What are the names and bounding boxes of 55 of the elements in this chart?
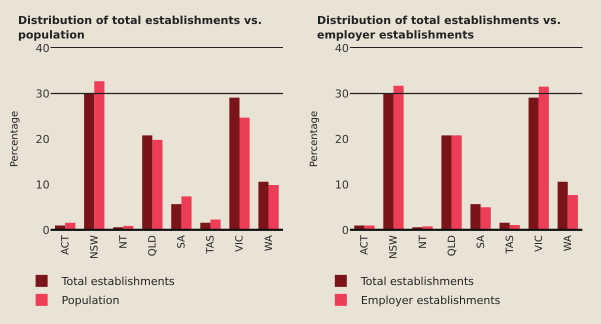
x-tick-label: QLD xyxy=(446,234,458,256)
bar xyxy=(568,194,578,230)
x-tick-label: ACT xyxy=(60,234,72,255)
bar xyxy=(558,182,568,230)
legend-label: Total establishments xyxy=(360,275,474,288)
x-tick-label: VIC xyxy=(234,235,246,252)
x-tick-label: WA xyxy=(264,234,275,252)
chart-title: Distribution of total establishments vs. population xyxy=(18,14,262,42)
bar xyxy=(268,184,279,230)
bar xyxy=(383,94,394,230)
bar xyxy=(480,207,491,230)
y-tick-label: 20 xyxy=(36,132,50,146)
y-tick-label: 0 xyxy=(342,224,349,237)
x-tick-label: ACT xyxy=(360,234,371,255)
x-tick-label: NT xyxy=(118,234,130,249)
x-tick-label: NT xyxy=(418,234,429,249)
bar xyxy=(181,196,192,230)
bar xyxy=(528,98,539,230)
bar xyxy=(538,86,549,230)
y-tick-label: 40 xyxy=(334,42,349,55)
bar xyxy=(84,94,94,230)
bar xyxy=(65,222,76,230)
bar xyxy=(240,118,250,230)
x-tick-label: NSW xyxy=(90,234,100,259)
x-tick-label: NSW xyxy=(388,234,400,259)
x-tick-label: VIC xyxy=(534,235,545,252)
y-tick-label: 0 xyxy=(42,224,50,237)
x-tick-label: TAS xyxy=(504,235,516,255)
bar xyxy=(258,182,269,230)
bar xyxy=(152,140,163,230)
y-tick-label: 30 xyxy=(334,87,349,100)
y-axis-title: Percentage xyxy=(10,110,21,168)
x-tick-label: SA xyxy=(476,234,487,248)
y-tick-label: 10 xyxy=(334,178,349,192)
x-tick-label: TAS xyxy=(206,235,217,255)
y-tick-label: 30 xyxy=(36,87,50,100)
bar xyxy=(171,204,182,230)
bar xyxy=(94,81,104,230)
legend-label: Total establishments xyxy=(60,275,175,288)
chart-title: Distribution of total establishments vs. employer establishments xyxy=(317,14,561,42)
bar xyxy=(142,135,152,230)
y-tick-label: 10 xyxy=(36,178,50,192)
y-tick-label: 20 xyxy=(334,132,349,146)
bar xyxy=(393,86,404,230)
bar xyxy=(441,135,452,230)
bar xyxy=(452,135,462,230)
x-tick-label: WA xyxy=(563,234,574,252)
x-tick-label: QLD xyxy=(148,234,159,256)
legend-label: Population xyxy=(62,294,120,308)
bar xyxy=(470,204,481,230)
bar xyxy=(229,98,240,230)
y-axis-title: Percentage xyxy=(308,110,320,168)
legend-label: Employer establishments xyxy=(360,294,501,308)
y-tick-label: 40 xyxy=(36,42,50,55)
x-tick-label: SA xyxy=(176,234,188,248)
